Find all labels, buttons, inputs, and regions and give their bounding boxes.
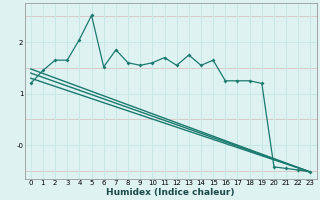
X-axis label: Humidex (Indice chaleur): Humidex (Indice chaleur): [106, 188, 235, 197]
